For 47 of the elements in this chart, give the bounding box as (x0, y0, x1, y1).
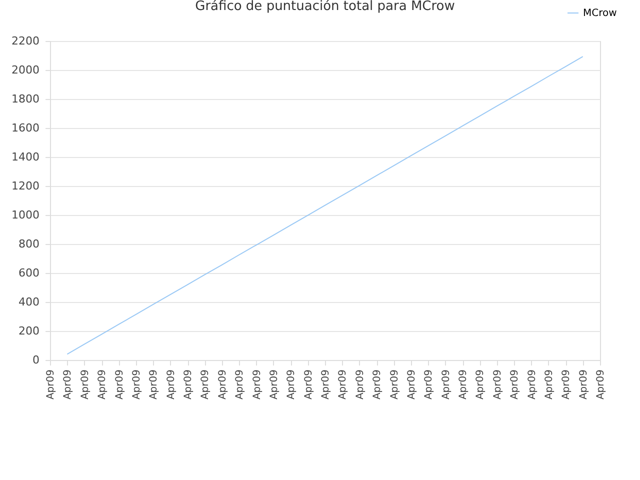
legend-label: MCrow (583, 8, 617, 19)
y-tick-label: 400 (18, 296, 40, 308)
x-tick-label: Apr09 (217, 370, 228, 400)
y-tick-label: 600 (18, 266, 40, 280)
x-tick-label: Apr09 (131, 370, 142, 400)
x-tick-label: Apr09 (406, 370, 418, 400)
x-tick-label: Apr09 (46, 370, 56, 400)
x-tick-label: Apr09 (544, 370, 555, 400)
x-tick-label: Apr09 (268, 370, 280, 400)
y-tick-label: 800 (18, 238, 40, 250)
y-tick-label: 200 (18, 324, 40, 338)
y-tick-label: 0 (32, 354, 40, 366)
x-tick-label: Apr09 (97, 370, 108, 400)
x-tick-label: Apr09 (372, 370, 384, 400)
x-tick-label: Apr09 (596, 370, 606, 400)
x-tick-label: Apr09 (526, 370, 538, 400)
x-tick-label: Apr09 (286, 370, 298, 400)
y-tick-label: 1200 (12, 180, 40, 192)
x-tick-label: Apr09 (440, 370, 452, 400)
y-tick-label: 1000 (12, 208, 40, 222)
x-tick-label: Apr09 (234, 370, 246, 400)
x-tick-label: Apr09 (252, 370, 263, 400)
y-tick-label: 1800 (12, 92, 40, 106)
x-tick-label: Apr09 (320, 370, 332, 400)
x-tick-label: Apr09 (303, 370, 314, 400)
x-tick-label: Apr09 (458, 370, 469, 400)
line-series (66, 56, 584, 355)
x-tick-label: Apr09 (62, 370, 74, 400)
y-tick-label: 2200 (12, 34, 40, 48)
y-tick-label: 2000 (12, 64, 40, 76)
x-tick-label: Apr09 (338, 370, 349, 400)
x-tick-label: Apr09 (510, 370, 521, 400)
x-tick-label: Apr09 (200, 370, 212, 400)
x-tick-label: Apr09 (578, 370, 590, 400)
x-tick-label: Apr09 (389, 370, 400, 400)
x-tick-label: Apr09 (354, 370, 366, 400)
x-tick-label: Apr09 (424, 370, 435, 400)
x-tick-label: Apr09 (166, 370, 177, 400)
x-tick-label: Apr09 (114, 370, 126, 400)
y-tick-label: 1600 (12, 122, 40, 134)
x-tick-label: Apr09 (561, 370, 572, 400)
x-tick-label: Apr09 (80, 370, 91, 400)
x-tick-label: Apr09 (475, 370, 486, 400)
x-tick-label: Apr09 (492, 370, 504, 400)
x-tick-label: Apr09 (148, 370, 160, 400)
y-tick-label: 1400 (12, 150, 40, 164)
x-tick-label: Apr09 (183, 370, 194, 400)
